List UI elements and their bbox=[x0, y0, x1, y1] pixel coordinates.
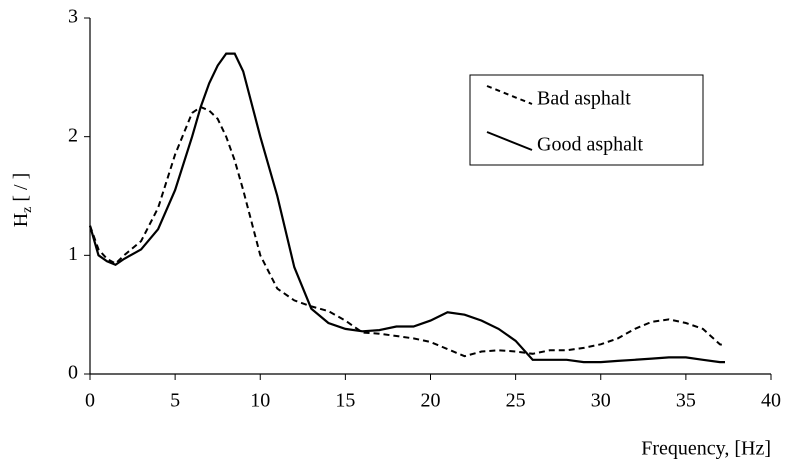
y-tick-label: 3 bbox=[68, 6, 78, 28]
y-label-rest: [ / ] bbox=[10, 173, 32, 207]
x-tick-label: 30 bbox=[591, 390, 611, 412]
x-tick-label: 10 bbox=[250, 390, 270, 412]
y-tick-label: 0 bbox=[68, 362, 78, 384]
x-tick-label: 0 bbox=[85, 390, 95, 412]
legend-swatch bbox=[486, 131, 533, 151]
y-label-sub: z bbox=[20, 207, 35, 213]
y-axis-label: Hz [ / ] bbox=[10, 173, 36, 228]
x-axis-label: Frequency, [Hz] bbox=[641, 438, 771, 460]
legend-box bbox=[469, 74, 704, 166]
x-tick-label: 25 bbox=[506, 390, 526, 412]
x-tick-label: 15 bbox=[335, 390, 355, 412]
x-tick-label: 20 bbox=[421, 390, 441, 412]
x-tick-label: 5 bbox=[170, 390, 180, 412]
x-tick-label: 35 bbox=[676, 390, 696, 412]
legend-label: Good asphalt bbox=[537, 134, 644, 156]
series-line bbox=[88, 52, 725, 364]
legend-label: Bad asphalt bbox=[537, 88, 631, 110]
legend-swatch bbox=[486, 85, 533, 105]
y-tick-label: 1 bbox=[68, 243, 78, 265]
y-label-base: H bbox=[10, 213, 32, 227]
x-tick-label: 40 bbox=[761, 390, 781, 412]
series-line bbox=[89, 105, 726, 358]
y-tick-label: 2 bbox=[68, 124, 78, 146]
